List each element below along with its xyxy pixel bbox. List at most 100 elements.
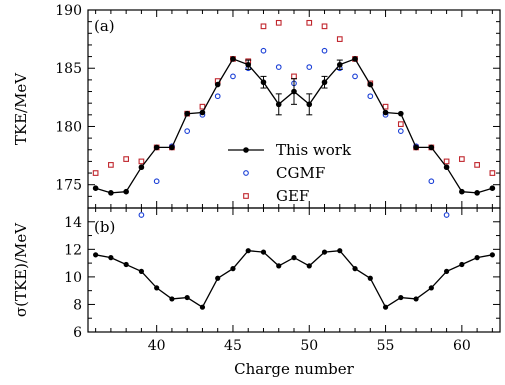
x-axis-title: Charge number — [234, 360, 355, 378]
sigma-point — [398, 294, 404, 301]
this-work-point — [184, 110, 190, 117]
sigma-point — [108, 255, 114, 261]
cgmf-point — [230, 73, 236, 80]
cgmf-point — [260, 47, 267, 54]
cgmf-point — [153, 178, 160, 185]
cgmf-point — [275, 64, 282, 70]
x-tick-label: 60 — [453, 338, 471, 354]
legend-cgmf-marker — [243, 170, 249, 176]
this-work-point — [92, 185, 99, 191]
gef-point — [108, 162, 114, 168]
sigma-point — [245, 248, 251, 254]
cgmf-point — [306, 64, 313, 70]
sigma-point — [474, 255, 480, 261]
sigma-point — [93, 252, 99, 258]
gef-point — [123, 156, 129, 162]
this-work-point — [321, 79, 328, 86]
gef-point — [306, 19, 313, 26]
y-tick-label: 14 — [64, 215, 82, 231]
cgmf-point — [214, 93, 221, 100]
y-tick-label: 185 — [55, 61, 82, 77]
this-work-point — [230, 56, 236, 62]
gef-point — [92, 170, 99, 176]
sigma-point — [154, 285, 160, 291]
sigma-point — [260, 249, 267, 255]
legend: This work CGMF GEF — [228, 141, 352, 205]
this-work-point — [108, 190, 114, 196]
gef-point — [397, 121, 404, 127]
this-work-point — [306, 101, 313, 108]
sigma-point — [291, 255, 297, 261]
this-work-point — [275, 101, 282, 108]
sigma-point — [230, 266, 236, 272]
y-tick-label: 190 — [55, 3, 82, 19]
sigma-point — [123, 261, 129, 268]
this-work-point — [367, 81, 374, 88]
sigma-point — [215, 275, 221, 281]
this-work-point — [291, 88, 297, 95]
this-work-point — [352, 56, 358, 62]
cgmf-point — [367, 93, 374, 100]
sigma-point — [337, 248, 343, 254]
y-axis-title-b: σ(TKE)/MeV — [12, 222, 30, 317]
y-tick-label: 175 — [55, 178, 82, 194]
gef-point — [260, 23, 267, 30]
panel-label-a: (a) — [94, 17, 115, 35]
gef-point — [321, 23, 328, 30]
this-work-point — [474, 190, 480, 196]
sigma-point — [459, 261, 465, 268]
sigma-point — [138, 268, 145, 274]
gef-point — [336, 36, 343, 42]
y-tick-label: 180 — [55, 119, 82, 135]
sigma-point — [352, 266, 358, 272]
gef-point — [474, 162, 480, 168]
y-tick-label: 6 — [73, 325, 82, 341]
gef-point — [138, 158, 145, 165]
sigma-point — [367, 275, 373, 281]
x-tick-label: 40 — [148, 338, 166, 354]
panel-label-b: (b) — [94, 218, 115, 236]
x-tick-label: 45 — [224, 338, 242, 354]
y-tick-label: 12 — [64, 242, 82, 258]
cgmf-point — [397, 128, 404, 134]
gef-point — [291, 73, 297, 80]
legend-cgmf-label: CGMF — [276, 164, 325, 182]
legend-this-work-label: This work — [276, 141, 352, 159]
y-tick-label: 10 — [64, 270, 82, 286]
sigma-point — [199, 304, 206, 310]
gef-point — [443, 158, 450, 165]
this-work-point — [169, 144, 175, 151]
this-work-point — [214, 81, 221, 88]
this-work-point — [336, 61, 343, 68]
sigma-point — [276, 263, 282, 269]
legend-gef-marker — [243, 193, 249, 199]
this-work-point — [260, 79, 267, 86]
sigma-point — [428, 285, 434, 291]
x-tick-label: 50 — [300, 338, 318, 354]
cgmf-point — [428, 178, 435, 185]
gef-point — [382, 103, 389, 110]
this-work-point — [199, 109, 206, 116]
sigma-point — [443, 268, 450, 274]
this-work-point — [382, 109, 389, 116]
this-work-point — [428, 144, 435, 151]
sigma-point — [321, 249, 328, 255]
this-work-point — [413, 144, 419, 151]
gef-point — [489, 170, 496, 176]
legend-gef-label: GEF — [276, 187, 309, 205]
sigma-point — [306, 263, 312, 269]
x-tick-label: 55 — [377, 338, 395, 354]
this-work-point — [245, 61, 252, 68]
panel-b-frame — [87, 207, 501, 333]
gef-point — [275, 19, 282, 26]
gef-point — [199, 103, 206, 110]
cgmf-point — [352, 73, 358, 80]
this-work-point — [443, 164, 450, 171]
y-axis-title-a: TKE/MeV — [12, 72, 30, 145]
this-work-point — [138, 164, 145, 171]
this-work-point — [489, 185, 496, 191]
cgmf-point — [184, 128, 191, 134]
sigma-point — [382, 304, 389, 310]
sigma-point — [413, 296, 419, 302]
